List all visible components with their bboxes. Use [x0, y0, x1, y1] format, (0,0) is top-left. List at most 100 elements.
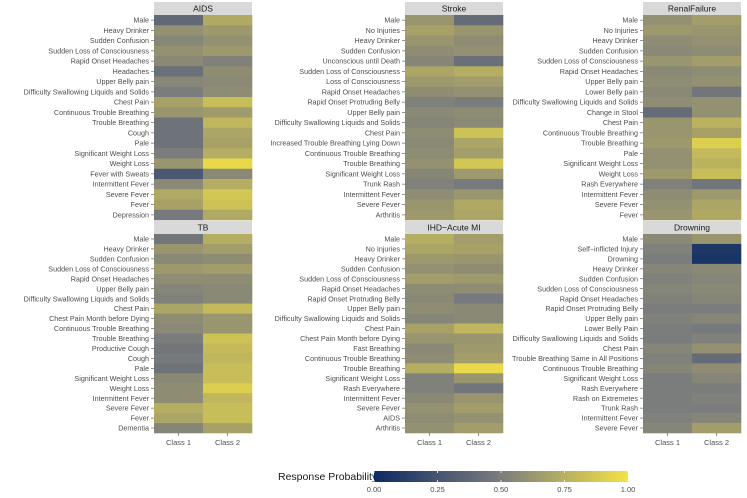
heatmap-cell — [405, 25, 455, 36]
row-label: AIDS — [383, 414, 400, 423]
row-label: Trouble Breathing — [581, 139, 638, 148]
heatmap-cell — [203, 189, 253, 200]
heatmap-cell — [203, 148, 253, 159]
heatmap-cell — [203, 179, 253, 190]
heatmap-cell — [454, 127, 504, 139]
row-label: Arthritis — [376, 210, 401, 219]
heatmap-cell — [454, 189, 504, 200]
row-label: Severe Fever — [595, 424, 639, 433]
heatmap-cell — [154, 158, 204, 170]
heatmap-cell — [692, 189, 742, 200]
heatmap-cell — [454, 383, 504, 394]
row-label: Severe Fever — [357, 404, 401, 413]
heatmap-cell — [154, 413, 204, 424]
row-label: Sudden Loss of Consciousness — [48, 264, 149, 273]
heatmap-cell — [405, 323, 455, 334]
heatmap-cell — [405, 66, 455, 77]
heatmap-cell — [405, 15, 455, 26]
heatmap-cell — [454, 393, 504, 404]
row-label: Significant Weight Loss — [563, 159, 638, 168]
row-label: Sudden Confusion — [579, 274, 638, 283]
row-label: Chest Pain — [114, 304, 149, 313]
heatmap-cell — [454, 243, 504, 255]
heatmap-cell — [454, 158, 504, 170]
row-label: Significant Weight Loss — [325, 374, 400, 383]
heatmap-cell — [203, 323, 253, 334]
heatmap-cell — [692, 393, 742, 404]
heatmap-cell — [692, 383, 742, 394]
heatmap-cell — [643, 76, 693, 88]
heatmap-cell — [692, 243, 742, 255]
heatmap-cell — [203, 343, 253, 354]
heatmap-cell — [203, 76, 253, 88]
heatmap-cell — [692, 234, 742, 245]
heatmap-cell — [692, 343, 742, 354]
heatmap-cell — [203, 25, 253, 36]
heatmap-cell — [454, 343, 504, 354]
row-label: Trouble Breathing Same in All Positions — [512, 354, 638, 363]
heatmap-cell — [692, 76, 742, 88]
heatmap-cell — [454, 35, 504, 47]
row-label: Intermittent Fever — [582, 190, 639, 199]
heatmap-cell — [154, 15, 204, 26]
heatmap-cell — [692, 313, 742, 324]
color-legend: Response Probability 0.00 0.25 0.50 0.75 1.0… — [278, 471, 635, 494]
row-label: Sudden Loss of Consciousness — [299, 67, 400, 76]
heatmap-cell — [203, 303, 253, 314]
heatmap-cell — [154, 283, 204, 294]
heatmap-cell — [203, 158, 253, 170]
heatmap-cell — [692, 148, 742, 159]
row-label: Headaches — [113, 67, 150, 76]
heatmap-cell — [203, 209, 253, 221]
row-label: Male — [622, 235, 638, 244]
heatmap-cell — [203, 333, 253, 344]
row-label: Rapid Onset Headaches — [71, 274, 150, 283]
heatmap-cell — [203, 45, 253, 57]
heatmap-cell — [203, 243, 253, 255]
heatmap-cell — [643, 199, 693, 211]
row-label: Rapid Onset Headaches — [322, 87, 401, 96]
row-label: Rapid Onset Protruding Belly — [307, 98, 400, 107]
x-tick-label: Class 2 — [215, 438, 240, 447]
heatmap-cell — [454, 423, 504, 434]
heatmap-cell — [154, 383, 204, 394]
row-label: Upper Belly pain — [96, 284, 149, 293]
row-label: Upper Belly pain — [585, 314, 638, 323]
row-label: Severe Fever — [357, 200, 401, 209]
heatmap-cell — [154, 117, 204, 129]
row-label: Significant Weight Loss — [74, 374, 149, 383]
row-label: Chest Pain — [365, 324, 400, 333]
heatmap-cell — [643, 234, 693, 245]
heatmap-cell — [643, 86, 693, 98]
heatmap-cell — [405, 403, 455, 414]
row-label: Heavy Drinker — [592, 264, 638, 273]
panel-strip — [643, 221, 741, 234]
heatmap-cell — [405, 76, 455, 88]
heatmap-cell — [154, 273, 204, 285]
row-label: Chest Pain Month before Dying — [49, 314, 149, 323]
heatmap-cell — [643, 383, 693, 394]
heatmap-cell — [692, 15, 742, 26]
row-label: Trouble Breathing — [343, 364, 400, 373]
row-label: Difficulty Swallowing Liquids and Solids — [513, 334, 639, 343]
heatmap-cell — [643, 423, 693, 434]
row-label: Pale — [624, 149, 638, 158]
row-label: Upper Belly pain — [347, 108, 400, 117]
heatmap-cell — [203, 253, 253, 265]
heatmap-cell — [154, 323, 204, 334]
heatmap-cell — [154, 107, 204, 118]
row-label: Heavy Drinker — [354, 254, 400, 263]
row-label: Weight Loss — [599, 169, 639, 178]
heatmap-cell — [154, 199, 204, 211]
legend-ticks: 0.00 0.25 0.50 0.75 1.00 — [367, 471, 635, 494]
heatmap-cell — [405, 35, 455, 47]
heatmap-cell — [454, 273, 504, 285]
row-label: Rapid Onset Headaches — [71, 57, 150, 66]
heatmap-cell — [154, 66, 204, 77]
heatmap-cell — [405, 243, 455, 255]
row-label: Male — [384, 16, 400, 25]
heatmap-cell — [405, 413, 455, 424]
heatmap-cell — [203, 97, 253, 108]
